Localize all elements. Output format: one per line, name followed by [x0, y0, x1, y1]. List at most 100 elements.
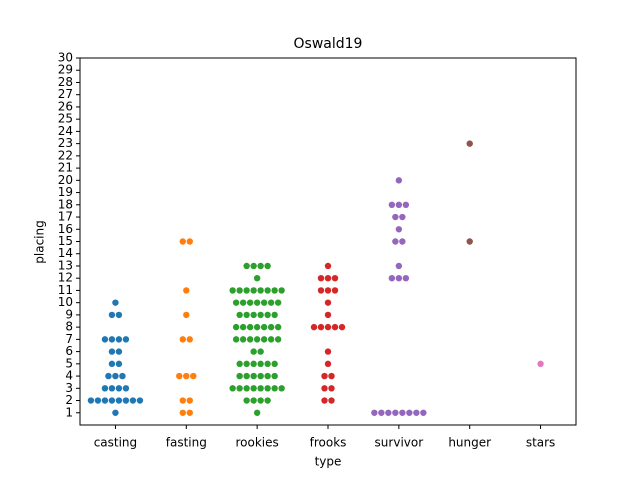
y-tick-label: 4 [65, 369, 73, 383]
swarm-point [260, 299, 268, 306]
swarm-point [246, 299, 254, 306]
swarm-point [264, 385, 271, 392]
swarm-point [271, 287, 278, 294]
swarm-point [331, 323, 339, 331]
y-tick-label: 21 [58, 161, 73, 175]
y-tick-label: 24 [58, 124, 73, 138]
swarm-point [413, 409, 420, 416]
swarm-point [321, 385, 328, 392]
y-tick-label: 13 [58, 258, 73, 272]
swarm-point [253, 323, 261, 331]
swarm-point [271, 372, 278, 380]
swarm-point [250, 311, 257, 319]
y-tick-label: 11 [58, 283, 73, 297]
swarm-point [239, 323, 247, 331]
swarm-point [321, 397, 328, 404]
swarm-point [331, 275, 339, 282]
swarm-point [395, 226, 403, 233]
swarm-point [179, 397, 186, 404]
swarm-point [324, 348, 332, 355]
swarm-point [115, 348, 123, 355]
y-tick-label: 8 [65, 320, 73, 334]
swarm-point [112, 372, 119, 380]
swarm-point [257, 348, 264, 355]
swarm-point [402, 275, 410, 282]
swarm-point [257, 385, 264, 392]
swarm-point [392, 213, 399, 221]
chart-title: Oswald19 [294, 36, 363, 52]
y-tick-label: 15 [58, 234, 73, 248]
swarm-point [257, 311, 264, 319]
swarm-point [317, 323, 325, 331]
swarm-point [271, 360, 278, 368]
x-tick-label: hunger [448, 436, 491, 450]
swarm-point [250, 262, 257, 270]
swarm-point [278, 287, 285, 294]
swarm-point [324, 323, 332, 331]
swarm-point [371, 409, 378, 416]
swarm-point [179, 409, 186, 416]
y-tick-label: 30 [58, 51, 73, 65]
swarm-point [250, 360, 257, 368]
y-tick-label: 1 [65, 405, 73, 419]
swarm-point [257, 287, 264, 294]
swarm-point [260, 336, 268, 343]
swarm-point [395, 201, 403, 208]
swarm-point [105, 372, 112, 380]
swarm-point [257, 397, 264, 404]
swarm-point [264, 287, 271, 294]
swarm-point [392, 238, 399, 245]
swarm-point [395, 177, 403, 184]
y-tick-label: 19 [58, 185, 73, 199]
y-tick-label: 23 [58, 136, 73, 150]
y-tick-label: 28 [58, 75, 73, 89]
swarm-point [420, 409, 427, 416]
y-tick-label: 10 [58, 295, 73, 309]
swarm-point [466, 140, 473, 147]
swarm-point [243, 397, 250, 404]
y-tick-label: 16 [58, 222, 73, 236]
swarm-point [310, 323, 318, 331]
swarm-point [250, 397, 257, 404]
y-tick-label: 12 [58, 271, 73, 285]
swarm-point [115, 336, 123, 343]
swarm-point [115, 397, 123, 404]
swarm-point [399, 213, 406, 221]
swarm-point [257, 372, 264, 380]
swarm-point [176, 372, 183, 380]
swarm-point [466, 238, 473, 245]
swarm-point [94, 397, 102, 404]
swarm-point [115, 385, 123, 392]
swarm-point [260, 323, 268, 331]
swarm-point [338, 323, 346, 331]
swarm-point [232, 323, 240, 331]
swarm-point [253, 409, 261, 416]
swarm-point [108, 360, 116, 368]
swarm-point [183, 372, 190, 380]
swarm-point [236, 372, 243, 380]
swarm-point [183, 311, 190, 319]
swarm-point [229, 287, 236, 294]
y-tick-label: 3 [65, 381, 73, 395]
swarm-point [112, 299, 119, 306]
swarm-point [243, 385, 250, 392]
swarm-point [246, 323, 254, 331]
x-tick-label: rookies [236, 436, 279, 450]
swarm-point [243, 287, 250, 294]
swarm-point [402, 201, 410, 208]
swarm-point [324, 311, 332, 319]
swarm-point [388, 275, 396, 282]
swarm-point [267, 336, 275, 343]
x-axis-label: type [315, 455, 342, 469]
swarm-point [108, 348, 116, 355]
swarm-point [324, 287, 332, 294]
swarm-point [274, 336, 282, 343]
swarm-point [399, 238, 406, 245]
swarm-point [388, 201, 396, 208]
swarm-point [271, 311, 278, 319]
y-tick-label: 7 [65, 332, 73, 346]
swarm-point [537, 360, 544, 368]
swarm-point [236, 311, 243, 319]
y-tick-label: 18 [58, 197, 73, 211]
